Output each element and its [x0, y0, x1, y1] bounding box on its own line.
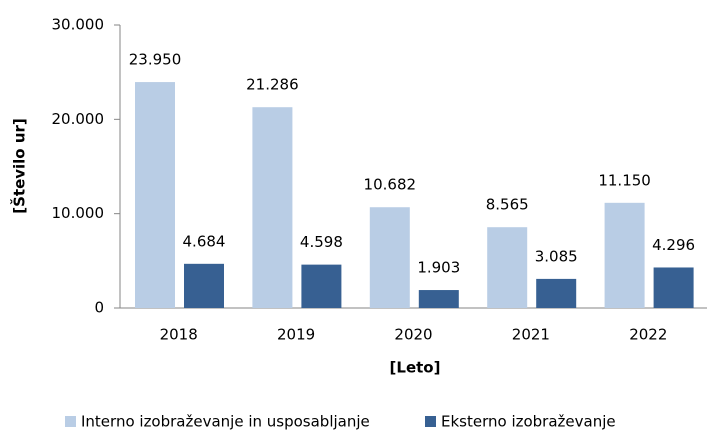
value-label: 11.150 [598, 171, 651, 189]
bar [487, 227, 528, 308]
x-axis-title: [Leto] [390, 359, 441, 377]
x-tick-label: 2018 [160, 326, 198, 344]
bar [604, 202, 645, 308]
value-label: 4.598 [300, 233, 343, 251]
bar [418, 290, 459, 308]
value-label: 4.684 [183, 232, 226, 250]
value-label: 1.903 [417, 259, 460, 277]
x-tick-label: 2022 [629, 326, 667, 344]
y-tick-label: 20.000 [52, 110, 105, 128]
y-tick-label: 30.000 [52, 16, 105, 34]
legend-label: Eksterno izobraževanje [441, 413, 616, 431]
bar [252, 107, 293, 309]
value-label: 21.286 [246, 76, 299, 94]
value-label: 3.085 [535, 247, 578, 265]
x-tick-label: 2021 [512, 326, 550, 344]
legend-swatch [425, 416, 436, 427]
y-tick-label: 0 [94, 299, 104, 317]
bar [369, 207, 410, 308]
value-label: 10.682 [364, 176, 417, 194]
x-tick-label: 2020 [394, 326, 432, 344]
y-axis-title: [Število ur] [10, 118, 29, 214]
bar [184, 263, 224, 308]
legend-label: Interno izobraževanje in usposabljanje [81, 413, 370, 431]
value-label: 4.296 [652, 236, 695, 254]
value-label: 8.565 [486, 196, 529, 214]
bar [536, 278, 577, 308]
bar [135, 82, 175, 309]
value-label: 23.950 [129, 51, 182, 69]
y-tick-label: 10.000 [52, 204, 105, 222]
bar [301, 264, 342, 308]
bar [653, 267, 694, 308]
legend-swatch [65, 416, 76, 427]
x-tick-label: 2019 [277, 326, 315, 344]
